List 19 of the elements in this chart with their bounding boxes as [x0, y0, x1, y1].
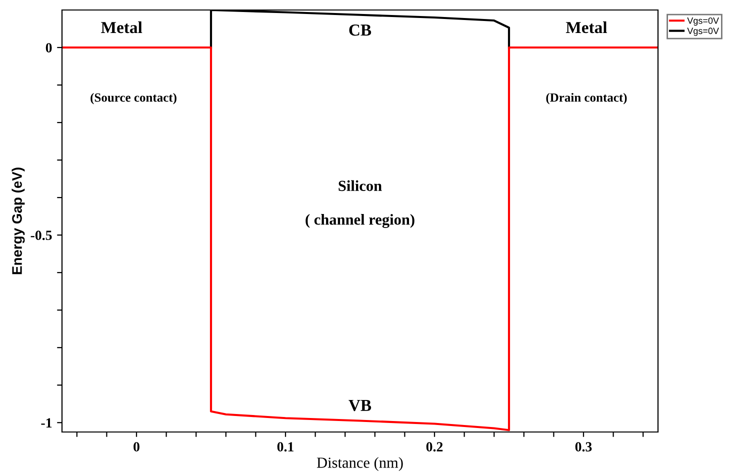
annotation: ( channel region)	[306, 214, 414, 228]
x-tick-label: 0.2	[426, 442, 443, 452]
y-tick-label: -1	[41, 418, 52, 428]
annotation: VB	[348, 400, 372, 412]
annotation: Metal	[101, 21, 142, 34]
y-axis-title: Energy Gap (eV)	[12, 168, 25, 274]
y-tick-label: -0.5	[30, 230, 52, 240]
annotation: (Drain contact)	[546, 92, 627, 104]
x-tick-label: 0.1	[277, 442, 294, 452]
y-tick-label: 0	[46, 43, 52, 52]
x-tick-label: 0.3	[575, 442, 592, 452]
annotation: Metal	[566, 21, 608, 34]
x-tick-label: 0	[134, 442, 140, 452]
legend-label: Vgs=0V	[687, 28, 719, 36]
x-axis-title: Distance (nm)	[316, 457, 403, 471]
annotation: Silicon	[338, 180, 382, 192]
annotation: (Source contact)	[90, 92, 176, 104]
legend-label: Vgs=0V	[687, 17, 719, 26]
annotation: CB	[349, 24, 372, 36]
